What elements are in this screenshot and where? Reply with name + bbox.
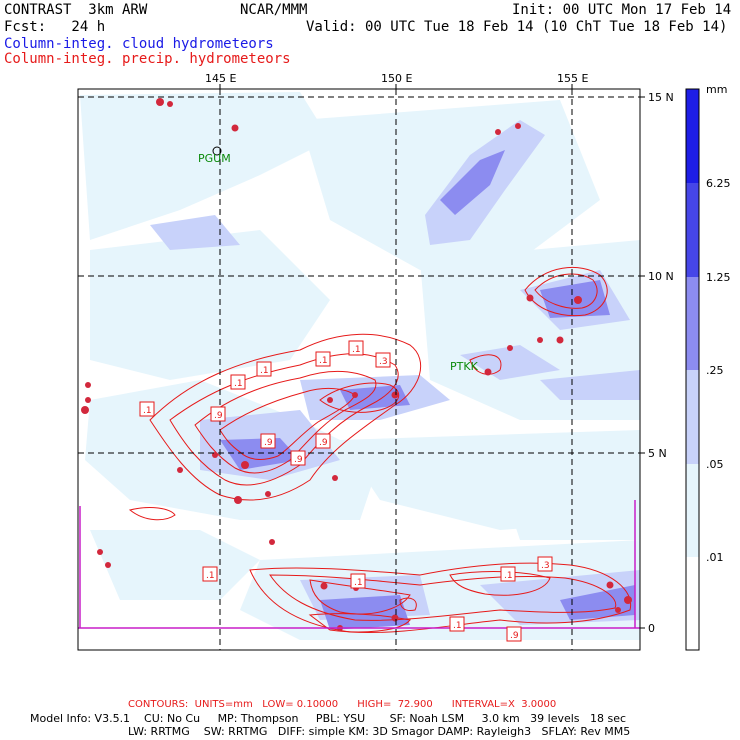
- svg-text:.9: .9: [214, 411, 223, 421]
- svg-text:.1: .1: [453, 621, 462, 631]
- axis-ticks: [219, 84, 645, 629]
- contour-label: .3: [375, 352, 391, 368]
- svg-text:.1: .1: [352, 345, 361, 355]
- colorbar-swatch-3: [686, 370, 699, 464]
- colorbar-swatch-1: [686, 557, 699, 650]
- precip-contours: [128, 266, 632, 634]
- contour-label: .3: [537, 556, 553, 572]
- colorbar-swatch-5: [686, 183, 699, 277]
- lat-label-15n: 15 N: [648, 91, 674, 104]
- colorbar-level-.25: .25: [706, 364, 724, 377]
- contour-label: .9: [210, 406, 226, 422]
- contour-label: .1: [202, 566, 218, 582]
- svg-text:.9: .9: [319, 438, 328, 448]
- svg-text:.1: .1: [319, 356, 328, 366]
- contour-label: .9: [315, 433, 331, 449]
- station-ptkk: PTKK: [450, 360, 479, 373]
- contour-label: .1: [230, 374, 246, 390]
- svg-text:.1: .1: [260, 366, 269, 376]
- lat-label-10n: 10 N: [648, 270, 674, 283]
- cloud-field-title: Column-integ. cloud hydrometeors: [4, 36, 274, 52]
- colorbar-level-.01: .01: [706, 551, 724, 564]
- org-label: NCAR/MMM: [240, 2, 308, 18]
- svg-text:.1: .1: [143, 406, 152, 416]
- svg-text:.3: .3: [379, 357, 388, 367]
- contour-label: .1: [449, 616, 465, 632]
- svg-text:.9: .9: [510, 631, 519, 641]
- station-pgum: PGUM: [198, 146, 231, 165]
- colorbar-swatch-4: [686, 277, 699, 370]
- forecast-hour: Fcst: 24 h: [4, 19, 106, 35]
- lat-lon-grid: [78, 89, 640, 650]
- contour-label: .9: [260, 433, 276, 449]
- contour-labels: .1 .1 .1 .3 .1 .1 .9 .9 .9 .1 .1 .9 .9 .3 .1 .1: [139, 340, 553, 642]
- contour-label: .1: [256, 361, 272, 377]
- colorbar-unit: mm: [706, 83, 727, 96]
- contour-label: .1: [348, 340, 364, 356]
- contour-label: .1: [315, 351, 331, 367]
- svg-text:.1: .1: [504, 571, 513, 581]
- lat-label-0: 0: [648, 622, 655, 635]
- init-time: Init: 00 UTC Mon 17 Feb 14: [512, 2, 732, 18]
- colorbar-level-.05: .05: [706, 458, 724, 471]
- svg-text:.9: .9: [264, 438, 273, 448]
- precip-field-title: Column-integ. precip. hydrometeors: [4, 51, 291, 67]
- contour-label: .9: [290, 450, 306, 466]
- model-info-line-1: Model Info: V3.5.1 CU: No Cu MP: Thompso…: [30, 712, 627, 725]
- colorbar-swatch-2: [686, 464, 699, 557]
- svg-text:.3: .3: [541, 561, 550, 571]
- colorbar-level-6.25: 6.25: [706, 177, 731, 190]
- colorbar-swatch-6: [686, 89, 699, 183]
- lon-label-145: 145 E: [205, 72, 236, 85]
- station-label-pgum: PGUM: [198, 152, 231, 165]
- contour-label: .1: [139, 401, 155, 417]
- contour-label: .9: [506, 626, 522, 642]
- model-info-line-2: LW: RRTMG SW: RRTMG DIFF: simple KM: 3D …: [128, 725, 631, 738]
- svg-text:.1: .1: [354, 578, 363, 588]
- svg-text:.9: .9: [294, 455, 303, 465]
- forecast-map: 145 E 150 E 155 E 15 N 10 N 5 N 0 PGUM P…: [77, 72, 731, 651]
- lat-label-5n: 5 N: [648, 447, 667, 460]
- contour-label: .1: [500, 566, 516, 582]
- svg-text:.1: .1: [206, 571, 215, 581]
- lon-label-150: 150 E: [381, 72, 412, 85]
- precip-cores: [81, 98, 632, 631]
- contour-label: .1: [350, 573, 366, 589]
- colorbar-level-1.25: 1.25: [706, 271, 731, 284]
- lon-label-155: 155 E: [557, 72, 588, 85]
- contour-info: CONTOURS: UNITS=mm LOW= 0.10000 HIGH= 72…: [128, 699, 557, 710]
- colorbar: mm 6.25 1.25 .25 .05 .01: [685, 83, 731, 651]
- model-title: CONTRAST 3km ARW: [4, 2, 148, 18]
- valid-time: Valid: 00 UTC Tue 18 Feb 14 (10 ChT Tue …: [306, 19, 728, 35]
- station-label-ptkk: PTKK: [450, 360, 479, 373]
- svg-text:.1: .1: [234, 379, 243, 389]
